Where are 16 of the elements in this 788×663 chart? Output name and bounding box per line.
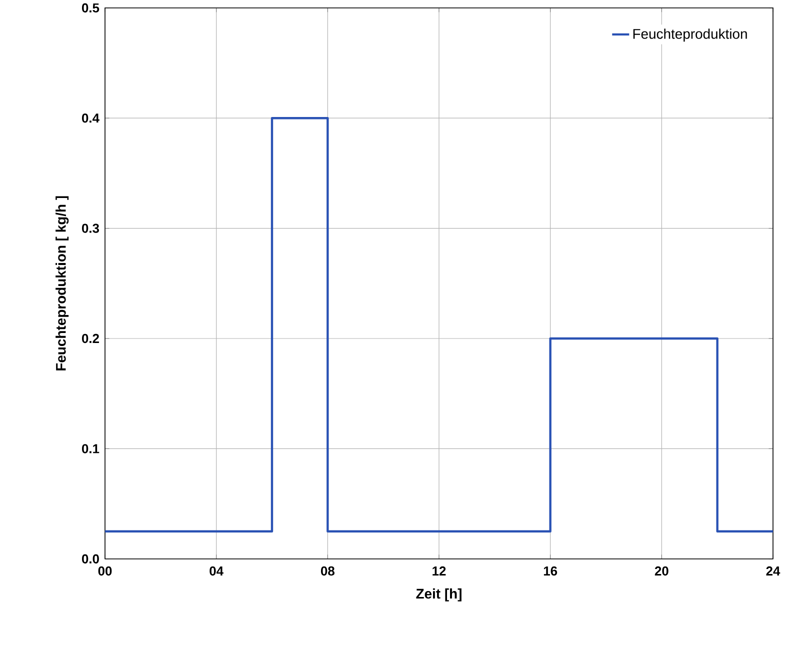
y-tick-label: 0.4	[82, 114, 100, 123]
y-tick-label: 0.0	[82, 554, 99, 564]
y-axis-title: Feuchteproduktion [ kg/h ]	[56, 196, 69, 370]
x-tick-label: 20	[654, 566, 668, 576]
legend-label: Feuchteproduktion	[633, 28, 747, 42]
y-tick-label: 0.3	[82, 224, 100, 233]
x-tick-label: 08	[320, 566, 334, 576]
x-tick-label: 12	[432, 566, 446, 576]
x-axis-title: Zeit [h]	[416, 588, 462, 602]
x-tick-label: 24	[766, 566, 780, 576]
x-tick-label: 16	[544, 566, 558, 576]
x-tick-label: 00	[98, 566, 112, 576]
x-tick-label: 04	[210, 566, 224, 576]
y-tick-label: 0.5	[82, 3, 100, 13]
y-tick-label: 0.2	[82, 334, 99, 344]
y-tick-label: 0.1	[82, 444, 100, 454]
